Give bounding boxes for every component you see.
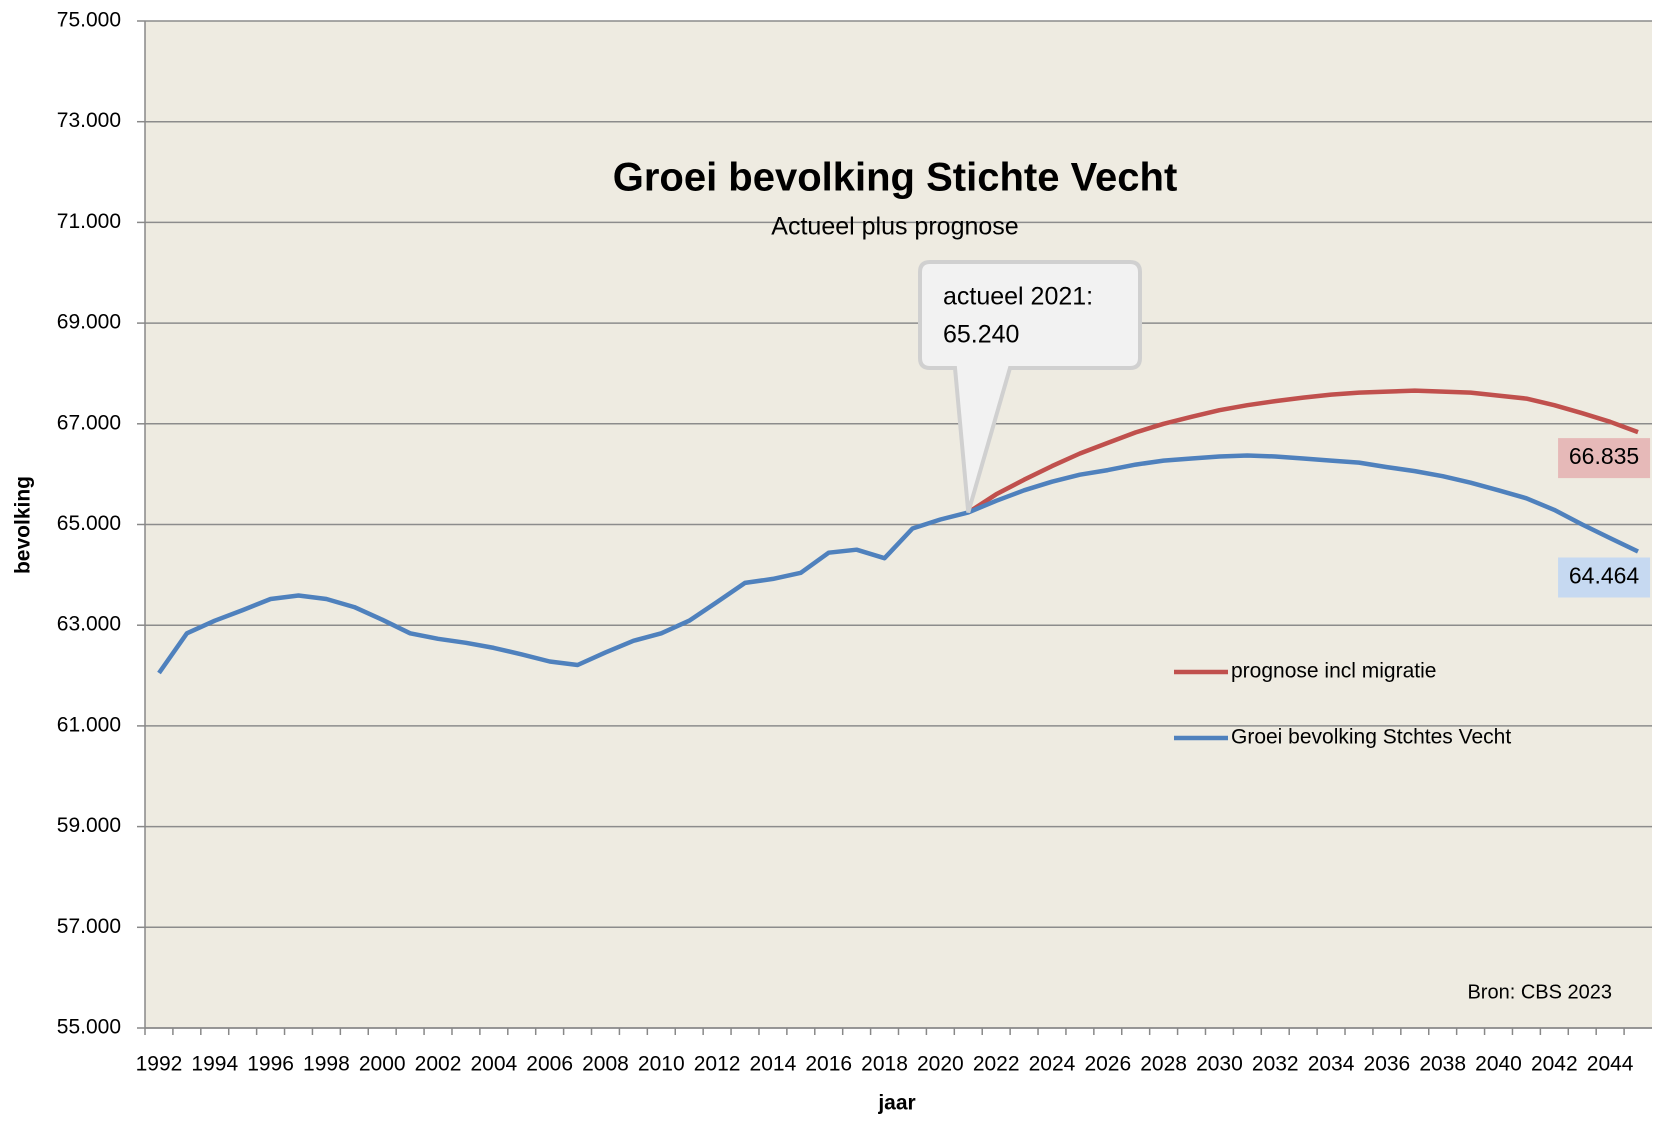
y-tick-label: 69.000 (57, 311, 121, 334)
x-tick-label: 2012 (694, 1053, 741, 1076)
series-line (157, 453, 1639, 675)
y-tick-label: 65.000 (57, 512, 121, 535)
y-axis-label: bevolking (12, 476, 35, 574)
y-tick-label: 63.000 (57, 613, 121, 636)
y-tick-label: 61.000 (57, 713, 121, 736)
chart-title: Groei bevolking Stichte Vecht (613, 156, 1178, 200)
x-tick-label: 2000 (359, 1053, 406, 1076)
x-tick-label: 2008 (582, 1053, 629, 1076)
x-tick-label: 2004 (470, 1053, 517, 1076)
x-tick-label: 2036 (1364, 1053, 1411, 1076)
x-tick-label: 2020 (917, 1053, 964, 1076)
y-tick-label: 55.000 (57, 1016, 121, 1039)
chart-subtitle: Actueel plus prognose (771, 213, 1018, 241)
x-tick-label: 2022 (973, 1053, 1020, 1076)
x-axis-label: jaar (877, 1092, 915, 1115)
callout-text: 65.240 (943, 321, 1019, 349)
y-tick-label: 67.000 (57, 411, 121, 434)
y-tick-label: 71.000 (57, 210, 121, 233)
callout (918, 260, 1142, 513)
y-tick-label: 59.000 (57, 814, 121, 837)
x-tick-label: 2030 (1196, 1053, 1243, 1076)
x-tick-label: 2024 (1029, 1053, 1076, 1076)
y-tick-label: 75.000 (57, 9, 121, 32)
x-tick-label: 2028 (1140, 1053, 1187, 1076)
x-tick-label: 2034 (1308, 1053, 1355, 1076)
series-line (967, 388, 1639, 515)
x-tick-label: 1998 (303, 1053, 350, 1076)
callout-text: actueel 2021: (943, 283, 1093, 311)
x-tick-label: 2026 (1084, 1053, 1131, 1076)
x-tick-label: 2032 (1252, 1053, 1299, 1076)
x-tick-label: 2042 (1531, 1053, 1578, 1076)
value-label: 64.464 (1569, 563, 1640, 589)
x-tick-label: 2038 (1419, 1053, 1466, 1076)
x-tick-label: 2002 (415, 1053, 462, 1076)
x-tick-label: 1992 (136, 1053, 183, 1076)
value-label-bg (1558, 438, 1651, 479)
x-tick-label: 1996 (247, 1053, 294, 1076)
x-tick-label: 2010 (638, 1053, 685, 1076)
x-tick-label: 2016 (805, 1053, 852, 1076)
legend-label: prognose incl migratie (1231, 660, 1436, 683)
value-label: 66.835 (1569, 443, 1639, 469)
legend-label: Groei bevolking Stchtes Vecht (1231, 726, 1511, 749)
x-tick-label: 2044 (1587, 1053, 1634, 1076)
y-tick-label: 73.000 (57, 109, 121, 132)
x-tick-label: 1994 (191, 1053, 238, 1076)
x-tick-label: 2014 (750, 1053, 797, 1076)
x-tick-label: 2040 (1475, 1053, 1522, 1076)
x-tick-label: 2006 (526, 1053, 573, 1076)
value-label-bg (1558, 557, 1651, 598)
x-tick-label: 2018 (861, 1053, 908, 1076)
source: Bron: CBS 2023 (1467, 981, 1612, 1003)
y-tick-label: 57.000 (57, 915, 121, 938)
